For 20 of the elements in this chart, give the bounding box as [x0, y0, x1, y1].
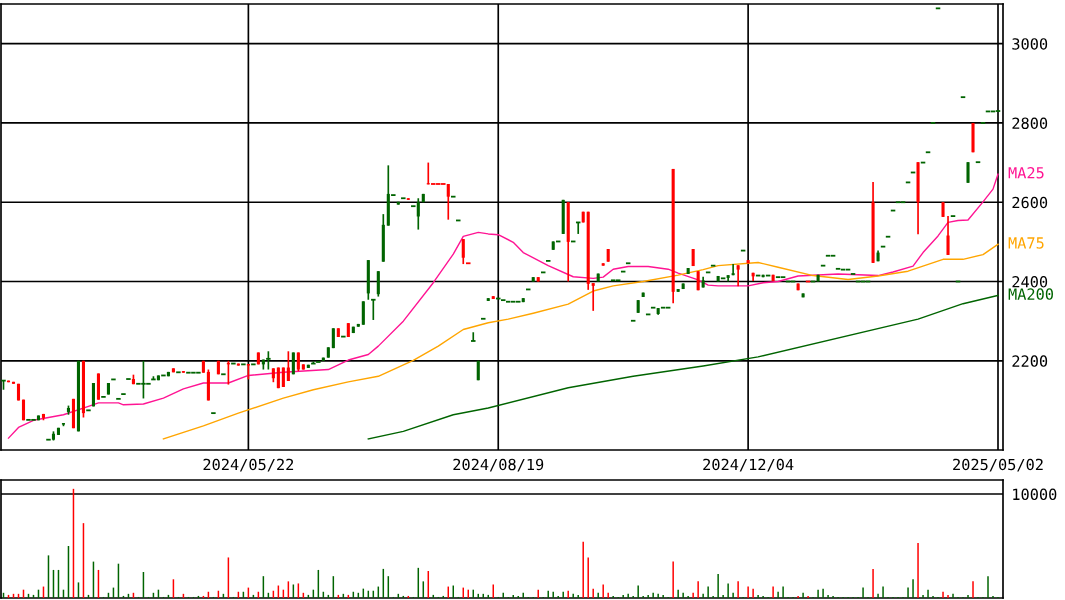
y-tick-label: 10000: [1013, 488, 1057, 501]
y-tick-label: 3000: [1012, 38, 1048, 50]
line-series: [162, 243, 999, 440]
series-label: MA25: [1008, 166, 1044, 179]
y-tick-label: 2200: [1012, 355, 1048, 367]
candlestick: [470, 331, 477, 342]
candlestick: [265, 350, 272, 371]
series-label: MA200: [1008, 288, 1054, 300]
candlestick: [140, 359, 147, 400]
y-tick-label: 2600: [1012, 196, 1048, 209]
x-tick-label: 2024/12/04: [703, 458, 794, 472]
x-tick-label: 2024/08/19: [453, 458, 544, 472]
y-tick-label: 2400: [1012, 276, 1048, 288]
candlestick: [370, 298, 377, 321]
y-tick-label: 2800: [1012, 117, 1048, 129]
x-tick-label: 2024/05/22: [203, 458, 294, 472]
line-series: [7, 173, 999, 439]
series-label: MA75: [1008, 237, 1044, 249]
x-tick-label: 2025/05/02: [953, 458, 1043, 472]
line-series: [367, 294, 999, 440]
